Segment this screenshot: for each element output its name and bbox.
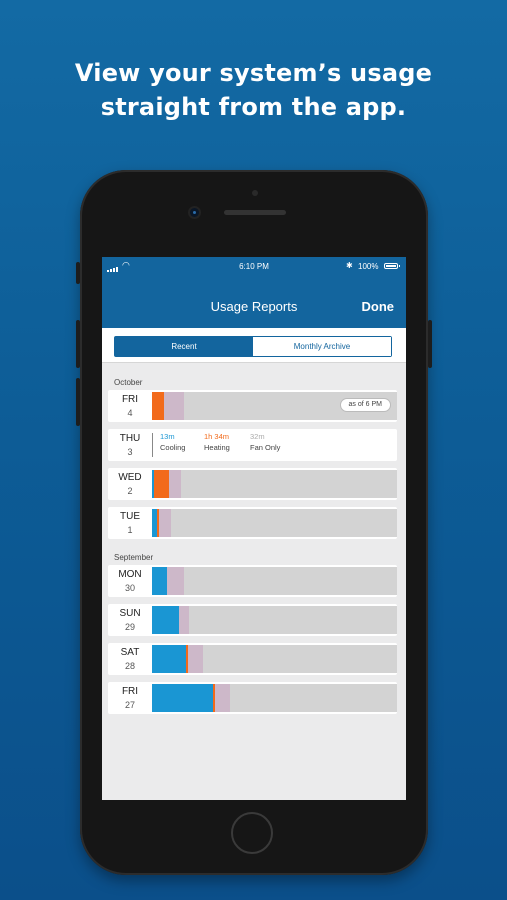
- day-name: FRI: [121, 394, 139, 405]
- tab-bar-container: Recent Monthly Archive: [102, 328, 406, 363]
- usage-bar: [152, 509, 397, 537]
- status-time: 6:10 PM: [239, 262, 269, 271]
- headline-line-1: View your system’s usage: [74, 59, 433, 87]
- cooling-usage-segment: [152, 684, 213, 712]
- day-date: 2: [127, 486, 133, 496]
- day-name: TUE: [120, 511, 140, 522]
- mute-switch: [76, 262, 80, 284]
- heating-usage-segment: [152, 392, 164, 420]
- cooling-usage-segment: [152, 509, 157, 537]
- heating-usage-segment: [186, 645, 188, 673]
- cooling-usage-segment: [152, 567, 167, 595]
- heating-label: Heating: [204, 443, 230, 452]
- day-row[interactable]: SAT 28: [108, 643, 397, 675]
- heating-usage-segment: [213, 684, 215, 712]
- usage-bar: [152, 606, 397, 634]
- fan-usage-segment: [215, 684, 230, 712]
- headline-line-2: straight from the app.: [100, 93, 407, 121]
- page-title: Usage Reports: [210, 299, 298, 314]
- app-screen: ◠ 6:10 PM ✱ 100% Usage Reports Done Rece…: [102, 257, 406, 800]
- day-name: THU: [119, 433, 141, 444]
- day-date: 28: [124, 661, 135, 671]
- tab-recent[interactable]: Recent: [115, 337, 253, 356]
- usage-bar: [152, 470, 397, 498]
- usage-breakdown: [152, 433, 153, 457]
- fan-usage-segment: [159, 509, 171, 537]
- fan-usage-segment: [188, 645, 203, 673]
- day-row[interactable]: TUE 1: [108, 507, 397, 539]
- heating-usage-segment: [154, 470, 169, 498]
- day-date: 3: [127, 447, 133, 457]
- day-name: WED: [118, 472, 142, 483]
- home-button[interactable]: [231, 812, 273, 854]
- fan-only-label: Fan Only: [250, 443, 281, 452]
- day-row[interactable]: WED 2: [108, 468, 397, 500]
- day-date: 30: [124, 583, 135, 593]
- cooling-usage-segment: [152, 645, 186, 673]
- day-name: SAT: [120, 647, 140, 658]
- front-camera: [190, 208, 199, 217]
- day-date: 29: [124, 622, 135, 632]
- day-row-expanded[interactable]: THU 3 13m Cooling 1h 34m Heating 32m Fan …: [108, 429, 397, 461]
- cooling-stat: 13m Cooling: [160, 432, 185, 452]
- status-bar: ◠ 6:10 PM ✱ 100%: [102, 257, 406, 275]
- cooling-duration: 13m: [160, 432, 175, 441]
- heating-stat: 1h 34m Heating: [204, 432, 230, 452]
- day-date: 4: [127, 408, 133, 418]
- power-button: [428, 320, 432, 368]
- fan-only-stat: 32m Fan Only: [250, 432, 280, 452]
- day-name: FRI: [121, 686, 139, 697]
- usage-bar: [152, 684, 397, 712]
- volume-down-button: [76, 378, 80, 426]
- headline: View your system’s usage straight from t…: [0, 56, 507, 124]
- day-row[interactable]: SUN 29: [108, 604, 397, 636]
- usage-bar: [152, 645, 397, 673]
- day-row[interactable]: FRI 27: [108, 682, 397, 714]
- fan-only-duration: 32m: [250, 432, 265, 441]
- earpiece-speaker: [224, 210, 286, 215]
- segmented-control: Recent Monthly Archive: [114, 336, 392, 357]
- cooling-usage-segment: [152, 470, 154, 498]
- signal-icon: [107, 263, 119, 272]
- done-button[interactable]: Done: [361, 299, 395, 314]
- month-header: September: [114, 553, 154, 562]
- day-row[interactable]: FRI 4 as of 6 PM: [108, 390, 397, 422]
- fan-usage-segment: [169, 470, 181, 498]
- bluetooth-icon: ✱: [346, 261, 353, 270]
- day-date: 1: [127, 525, 133, 535]
- wifi-icon: ◠: [122, 260, 130, 270]
- navigation-bar: ◠ 6:10 PM ✱ 100% Usage Reports Done: [102, 257, 406, 328]
- proximity-sensor: [252, 190, 258, 196]
- fan-usage-segment: [164, 392, 184, 420]
- battery-percentage: 100%: [358, 262, 379, 271]
- heating-duration: 1h 34m: [204, 432, 230, 441]
- day-name: SUN: [119, 608, 141, 619]
- day-date: 27: [124, 700, 135, 710]
- tab-monthly-archive[interactable]: Monthly Archive: [253, 337, 391, 356]
- cooling-label: Cooling: [160, 443, 186, 452]
- phone-frame: ◠ 6:10 PM ✱ 100% Usage Reports Done Rece…: [76, 170, 432, 875]
- usage-bar: [152, 567, 397, 595]
- volume-up-button: [76, 320, 80, 368]
- as-of-badge: as of 6 PM: [339, 398, 391, 412]
- cooling-usage-segment: [152, 606, 179, 634]
- heating-usage-segment: [157, 509, 159, 537]
- day-row[interactable]: MON 30: [108, 565, 397, 597]
- day-name: MON: [118, 569, 142, 580]
- fan-usage-segment: [179, 606, 189, 634]
- month-header: October: [114, 378, 143, 387]
- battery-icon: [384, 263, 400, 269]
- fan-usage-segment: [167, 567, 184, 595]
